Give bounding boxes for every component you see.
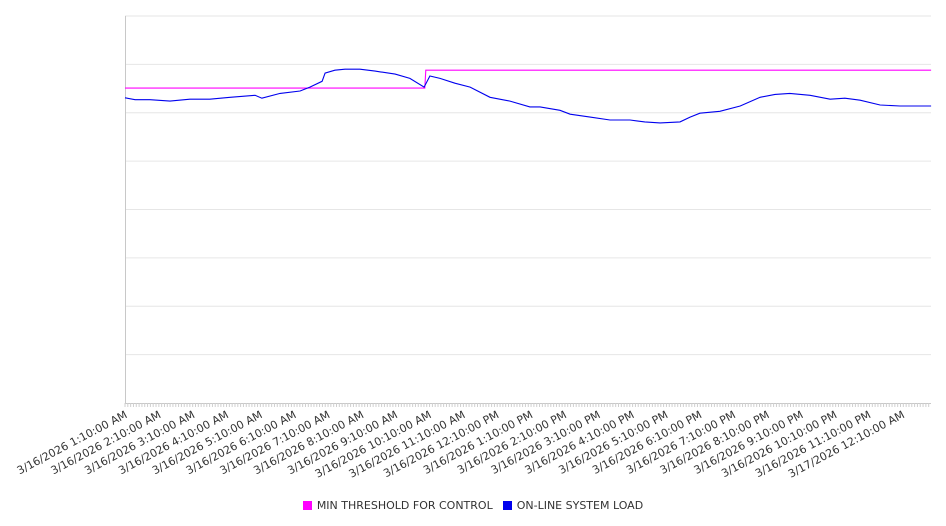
x-tick-labels: 3/16/2026 1:10:00 AM3/16/2026 2:10:00 AM… [15,408,907,480]
legend-item-load[interactable]: ON-LINE SYSTEM LOAD [502,499,644,512]
legend: MIN THRESHOLD FOR CONTROL ON-LINE SYSTEM… [0,499,946,512]
system-load-line [124,68,932,124]
legend-label-load: ON-LINE SYSTEM LOAD [516,499,644,512]
legend-swatch-threshold [302,501,312,510]
series-group [124,68,932,124]
legend-label-threshold: MIN THRESHOLD FOR CONTROL [316,499,493,512]
legend-swatch-load [502,501,512,510]
legend-item-threshold[interactable]: MIN THRESHOLD FOR CONTROL [302,499,493,512]
gridlines [125,15,931,356]
axes [124,16,931,407]
threshold-line [125,69,932,89]
